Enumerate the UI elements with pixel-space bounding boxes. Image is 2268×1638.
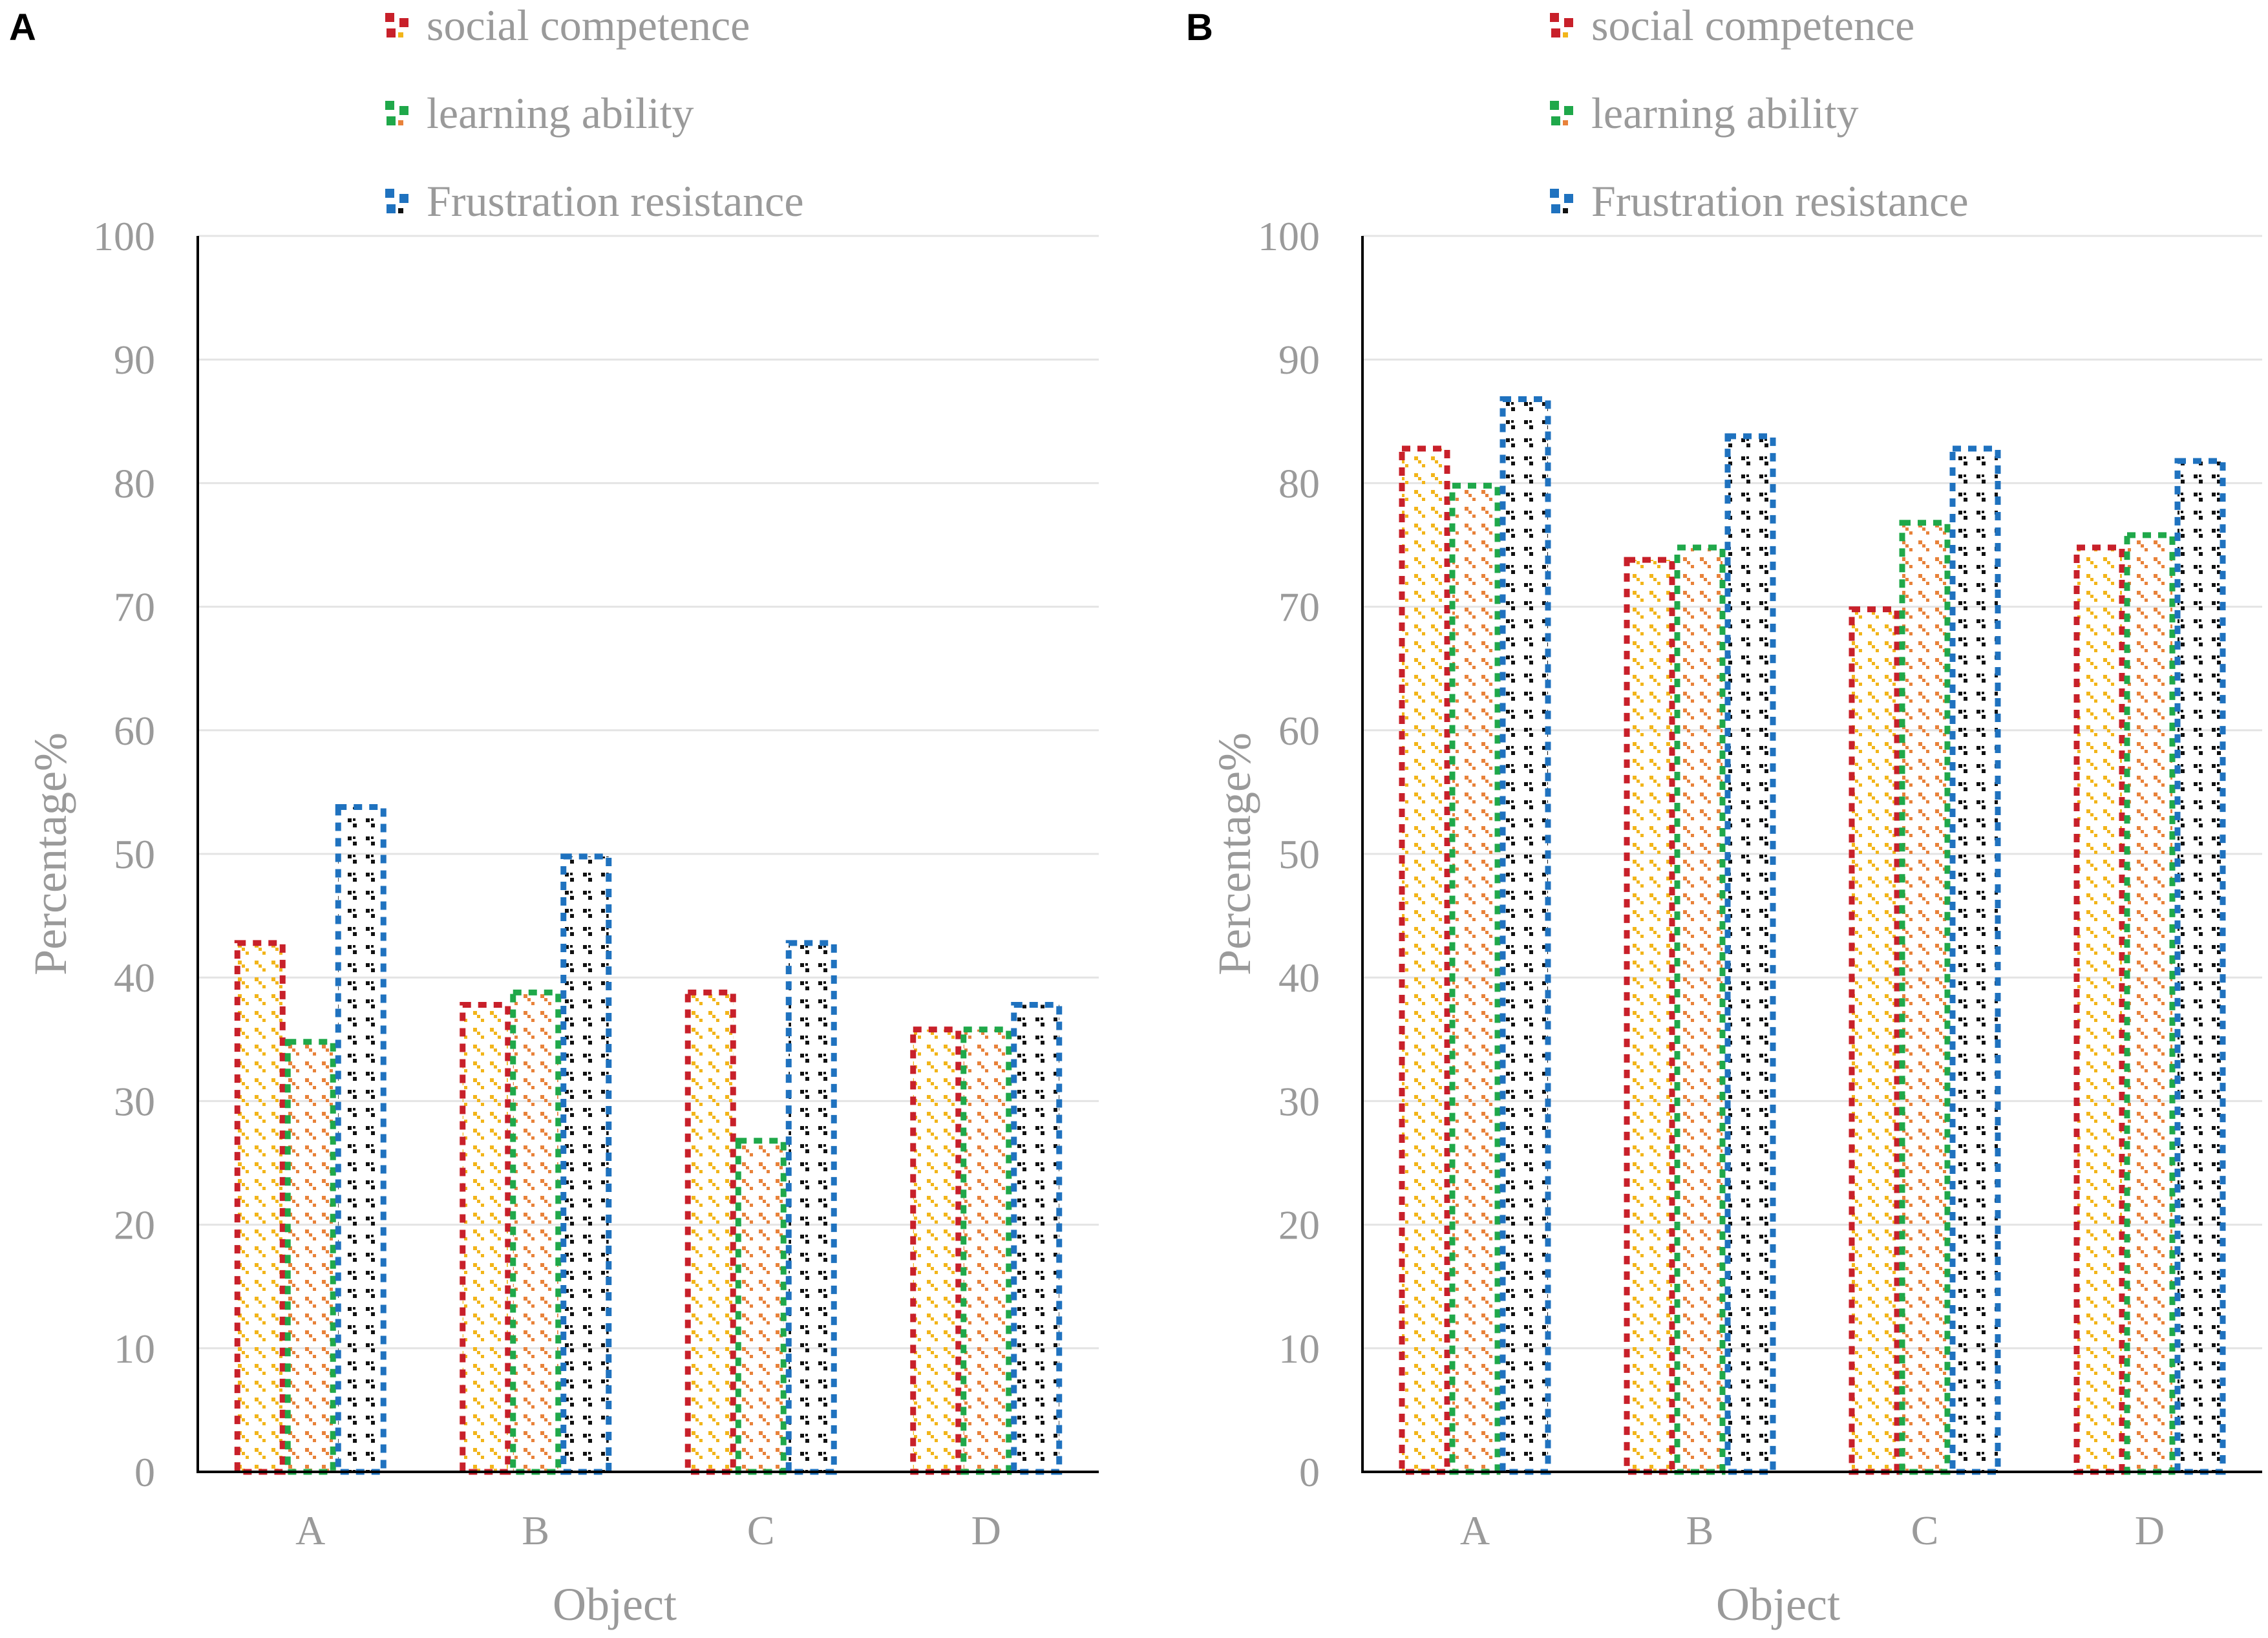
legend-item-frustration-resistance: Frustration resistance — [385, 176, 804, 226]
bar-frustration-resistance-a — [335, 804, 387, 1475]
bar-frustration-resistance-d — [2174, 458, 2226, 1475]
bar-social-competence-b — [1624, 557, 1675, 1475]
bar-social-competence-d — [910, 1026, 962, 1475]
bar-frustration-resistance-c — [1949, 445, 2001, 1475]
bar-learning-ability-a — [1449, 482, 1501, 1475]
bars-a — [234, 804, 1063, 1475]
bar-learning-ability-c — [1899, 520, 1951, 1475]
legend-label-learning-ability: learning ability — [427, 89, 694, 138]
x-axis-title-b: Object — [1716, 1579, 1840, 1630]
bar-learning-ability-c — [735, 1138, 787, 1475]
y-tick-label: 20 — [1278, 1202, 1320, 1248]
legend-item-social-competence: social competence — [385, 1, 750, 50]
legend-swatch-learning-ability — [385, 101, 408, 125]
y-tick-label: 10 — [114, 1326, 155, 1372]
bar-frustration-resistance-a — [1500, 396, 1551, 1475]
bar-frustration-resistance-b — [1724, 433, 1776, 1475]
y-tick-label: 60 — [1278, 708, 1320, 754]
legend-label-frustration-resistance: Frustration resistance — [427, 176, 804, 226]
panel-a: A social competence learning abil — [9, 1, 1099, 1630]
x-tick-label: A — [1460, 1507, 1490, 1553]
bar-social-competence-a — [234, 940, 286, 1475]
x-tick-label: D — [2135, 1507, 2165, 1553]
panel-label-a: A — [9, 6, 36, 48]
legend-item-frustration-resistance: Frustration resistance — [1550, 176, 1969, 226]
x-tick-label: C — [1911, 1507, 1939, 1553]
y-tick-label: 30 — [114, 1078, 155, 1124]
y-tick-label: 30 — [1278, 1078, 1320, 1124]
bar-frustration-resistance-b — [560, 853, 612, 1475]
y-tick-label: 80 — [1278, 460, 1320, 506]
x-tick-label: A — [295, 1507, 325, 1553]
legend-label-social-competence: social competence — [427, 1, 750, 50]
legend-swatch-frustration-resistance — [385, 189, 408, 213]
y-tick-label: 40 — [114, 955, 155, 1001]
legend-item-social-competence: social competence — [1550, 1, 1914, 50]
bar-frustration-resistance-d — [1011, 1001, 1063, 1475]
legend-swatch-learning-ability — [1550, 101, 1573, 125]
bar-social-competence-b — [460, 1001, 511, 1475]
bar-learning-ability-b — [510, 989, 562, 1475]
x-tick-labels-a: A B C D — [295, 1507, 1001, 1553]
x-tick-label: C — [747, 1507, 775, 1553]
y-tick-label: 60 — [114, 708, 155, 754]
bar-social-competence-c — [684, 989, 736, 1475]
bar-frustration-resistance-c — [785, 940, 837, 1475]
legend-item-learning-ability: learning ability — [1550, 89, 1859, 138]
legend-swatch-social-competence — [1550, 13, 1573, 37]
bar-learning-ability-d — [2124, 532, 2176, 1475]
x-tick-label: B — [1686, 1507, 1714, 1553]
legend-label-social-competence: social competence — [1591, 1, 1914, 50]
y-tick-label: 100 — [1258, 213, 1320, 259]
bar-social-competence-d — [2073, 544, 2125, 1475]
legend-item-learning-ability: learning ability — [385, 89, 694, 138]
bar-learning-ability-d — [960, 1026, 1012, 1475]
x-tick-label: D — [971, 1507, 1001, 1553]
y-tick-labels-a: 0 10 20 30 40 50 60 70 80 90 100 — [93, 213, 155, 1495]
bar-social-competence-a — [1399, 445, 1450, 1475]
legend-label-frustration-resistance: Frustration resistance — [1591, 176, 1969, 226]
x-tick-labels-b: A B C D — [1460, 1507, 2165, 1553]
legend-label-learning-ability: learning ability — [1591, 89, 1859, 138]
legend-swatch-social-competence — [385, 13, 408, 37]
legend-a: social competence learning ability — [385, 1, 804, 226]
y-axis-title-b: Percentage% — [1209, 732, 1260, 975]
bar-learning-ability-a — [284, 1039, 336, 1475]
y-tick-label: 10 — [1278, 1326, 1320, 1372]
panel-label-b: B — [1186, 6, 1213, 48]
y-tick-label: 50 — [1278, 831, 1320, 877]
y-tick-label: 0 — [134, 1449, 155, 1495]
y-tick-labels-b: 0 10 20 30 40 50 60 70 80 90 100 — [1258, 213, 1320, 1495]
y-tick-label: 20 — [114, 1202, 155, 1248]
legend-b: social competence learning ability — [1550, 1, 1969, 226]
panel-b: B social competence learning abil — [1186, 1, 2262, 1630]
y-tick-label: 100 — [93, 213, 155, 259]
y-tick-label: 0 — [1299, 1449, 1320, 1495]
y-tick-label: 90 — [1278, 337, 1320, 383]
y-tick-label: 90 — [114, 337, 155, 383]
y-axis-title-a: Percentage% — [25, 732, 76, 975]
x-axis-title-a: Object — [553, 1579, 677, 1630]
x-tick-label: B — [522, 1507, 549, 1553]
legend-swatch-frustration-resistance — [1550, 189, 1573, 213]
y-tick-label: 70 — [114, 584, 155, 630]
y-tick-label: 80 — [114, 460, 155, 506]
bars-b — [1399, 396, 2226, 1475]
bar-learning-ability-b — [1674, 544, 1726, 1475]
bar-social-competence-c — [1849, 606, 1900, 1475]
y-tick-label: 40 — [1278, 955, 1320, 1001]
y-tick-label: 70 — [1278, 584, 1320, 630]
y-tick-label: 50 — [114, 831, 155, 877]
